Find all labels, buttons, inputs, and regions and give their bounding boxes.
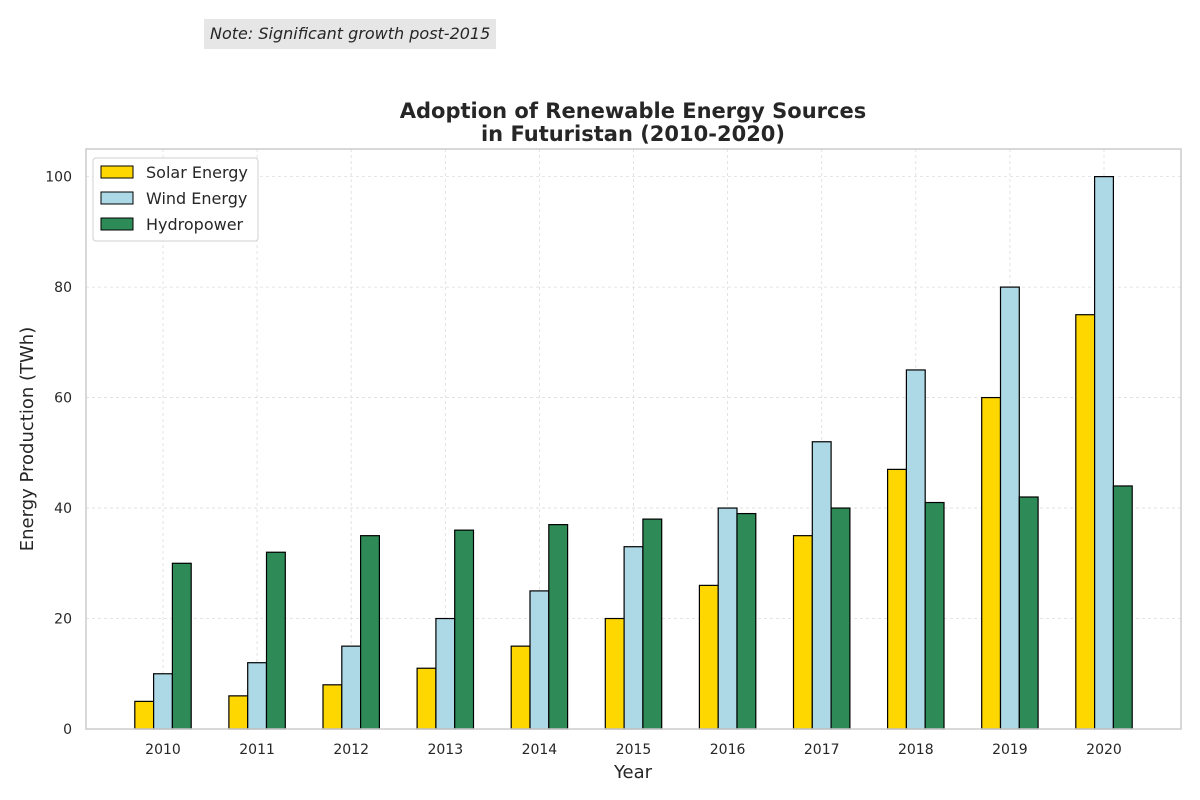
bar-solar-energy-2015 [604, 617, 625, 730]
legend-label-hydro: Hydropower [146, 215, 244, 234]
bar-wind-energy-2016 [717, 507, 738, 730]
bar-wind-energy-2010 [153, 673, 174, 730]
x-tick-label: 2017 [804, 742, 840, 758]
x-tick-label: 2012 [333, 742, 369, 758]
bar-hydropower-2018 [924, 501, 945, 730]
bar-hydropower-2019 [1018, 496, 1039, 730]
x-axis-label: Year [613, 762, 653, 783]
bar-wind-energy-2017 [811, 441, 832, 730]
bar-hydropower-2016 [736, 512, 757, 730]
legend: Solar Energy Wind Energy Hydropower [92, 157, 259, 242]
y-tick-labels: 0 20 40 60 80 100 [45, 170, 72, 738]
legend-label-wind: Wind Energy [146, 189, 247, 208]
grid-lines [86, 149, 1181, 729]
bar-hydropower-2017 [830, 507, 851, 730]
y-tick-label: 60 [54, 391, 72, 407]
x-tick-label: 2019 [992, 742, 1028, 758]
bar-wind-energy-2015 [623, 546, 644, 730]
chart-title-line-2: in Futuristan (2010-2020) [481, 122, 785, 146]
bar-hydropower-2010 [171, 562, 192, 730]
bar-hydropower-2015 [642, 518, 663, 730]
x-tick-label: 2018 [898, 742, 934, 758]
bar-solar-energy-2012 [322, 684, 343, 730]
bar-hydropower-2014 [548, 524, 569, 730]
legend-swatch-solar [100, 165, 134, 179]
legend-swatch-hydro [100, 217, 134, 231]
bar-wind-energy-2018 [905, 369, 926, 730]
bar-solar-energy-2017 [792, 535, 813, 730]
x-tick-label: 2010 [145, 742, 181, 758]
x-tick-label: 2014 [522, 742, 558, 758]
bar-solar-energy-2019 [981, 396, 1002, 730]
x-tick-label: 2011 [239, 742, 275, 758]
bar-solar-energy-2020 [1075, 314, 1096, 730]
bar-hydropower-2020 [1112, 485, 1133, 730]
bar-solar-energy-2010 [134, 700, 155, 730]
x-tick-label: 2020 [1086, 742, 1122, 758]
annotation-note: Note: Significant growth post-2015 [204, 19, 497, 49]
y-tick-label: 0 [63, 722, 72, 738]
bar-wind-energy-2019 [999, 286, 1020, 730]
x-tick-label: 2013 [427, 742, 463, 758]
bar-wind-energy-2014 [529, 590, 550, 730]
y-tick-label: 20 [54, 612, 72, 628]
x-tick-labels: 2010 2011 2012 2013 2014 2015 2016 2017 2018 2019… [145, 742, 1122, 758]
bar-solar-energy-2014 [510, 645, 531, 730]
bar-solar-energy-2016 [698, 584, 719, 730]
bar-solar-energy-2018 [886, 468, 907, 730]
bar-wind-energy-2011 [247, 662, 268, 730]
bar-wind-energy-2012 [341, 645, 362, 730]
y-tick-label: 100 [45, 170, 72, 186]
bar-wind-energy-2020 [1093, 176, 1114, 730]
plot-frame [85, 148, 1182, 730]
chart-title-line-1: Adoption of Renewable Energy Sources [400, 99, 866, 123]
bars [134, 176, 1133, 730]
y-tick-label: 80 [54, 280, 72, 296]
y-tick-label: 40 [54, 501, 72, 517]
bar-hydropower-2012 [360, 535, 381, 730]
x-tick-label: 2015 [616, 742, 652, 758]
bar-solar-energy-2011 [228, 695, 249, 730]
bar-solar-energy-2013 [416, 667, 437, 730]
legend-swatch-wind [100, 191, 134, 205]
legend-label-solar: Solar Energy [146, 163, 248, 182]
bar-hydropower-2011 [265, 551, 286, 730]
bar-wind-energy-2013 [435, 617, 456, 730]
legend-box [92, 157, 259, 242]
bar-hydropower-2013 [454, 529, 475, 730]
y-axis-label: Energy Production (TWh) [17, 327, 38, 551]
x-tick-label: 2016 [710, 742, 746, 758]
